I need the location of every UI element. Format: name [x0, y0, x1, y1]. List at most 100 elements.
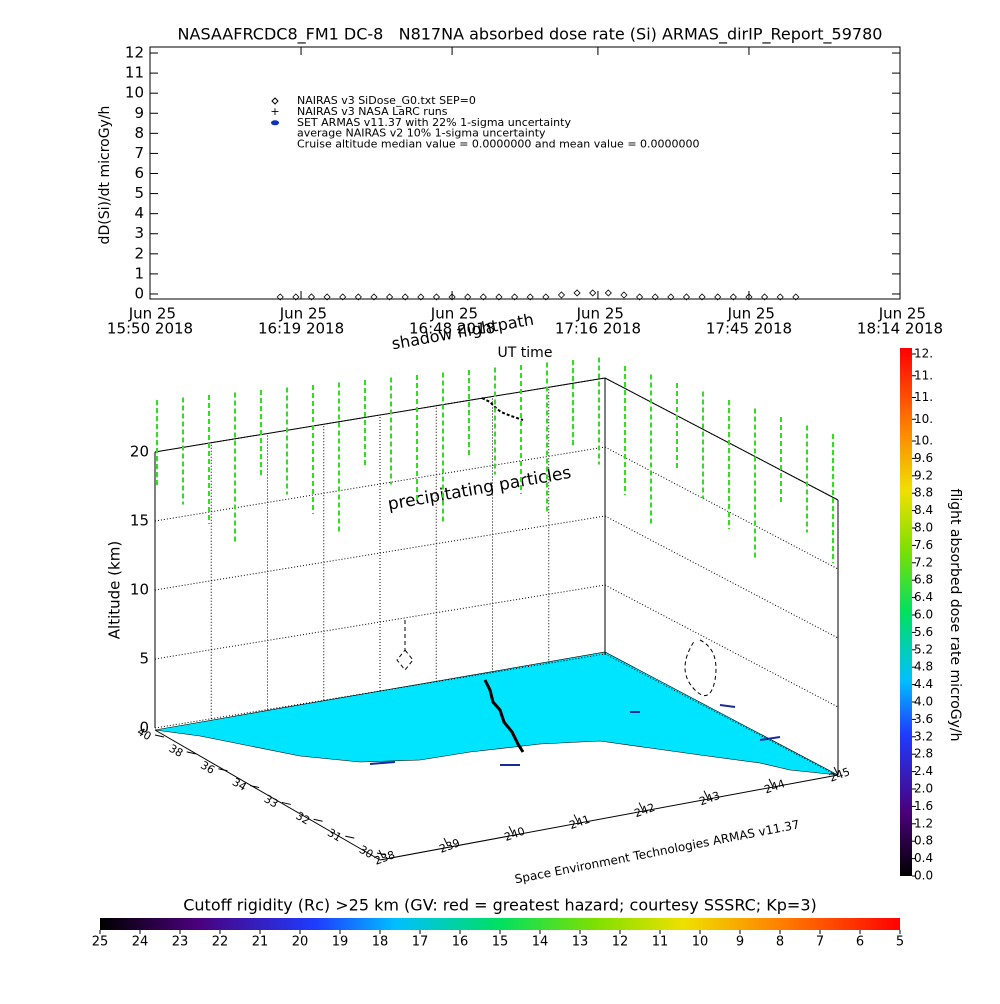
- colorbar-tick-label: 7.6: [914, 538, 933, 552]
- data-point: [292, 293, 300, 301]
- legend-label: SET ARMAS v11.37 with 22% 1-sigma uncert…: [297, 116, 571, 129]
- colorbar-tick-label: 12.: [914, 347, 933, 361]
- data-point: [761, 293, 769, 301]
- data-point: [448, 293, 456, 301]
- data-point: [714, 293, 722, 301]
- x-tick-label: Jun 25: [727, 305, 775, 323]
- x-tick-label: 18:14 2018: [857, 320, 943, 338]
- colorbar-tick-label: 24: [132, 935, 149, 950]
- data-point: [542, 293, 550, 301]
- colorbar-tick-label: 11: [652, 935, 669, 950]
- colorbar-tick-label: 6: [856, 935, 864, 950]
- colorbar-tick-label: 18: [372, 935, 389, 950]
- y-tick-label: 11: [125, 64, 144, 82]
- data-point: [323, 293, 331, 301]
- x-tick-label: 15:50 2018: [107, 320, 193, 338]
- data-point: [745, 293, 753, 301]
- legend-symbol: [271, 120, 279, 126]
- colorbar-tick-label: 3.6: [914, 712, 933, 726]
- colorbar-tick-label: 16: [452, 935, 469, 950]
- colorbar-tick-label: 9.6: [914, 451, 933, 465]
- y-tick-label: 6: [134, 164, 144, 182]
- colorbar-tick-label: 6.0: [914, 608, 933, 622]
- lat-tick: [154, 734, 165, 738]
- colorbar-tick-label: 14: [532, 935, 549, 950]
- data-point: [620, 291, 628, 299]
- data-point: [526, 293, 534, 301]
- colorbar-tick-label: 17: [412, 935, 429, 950]
- legend-label: Cruise altitude median value = 0.0000000…: [297, 137, 700, 150]
- colorbar-tick-label: 8: [776, 935, 784, 950]
- dashed-loop: [396, 620, 717, 697]
- legend-symbol: [271, 97, 279, 105]
- lon-tick-label: 240: [503, 825, 527, 844]
- data-point: [557, 291, 566, 299]
- lat-tick: [218, 768, 228, 772]
- z-tick-label: 0: [139, 719, 149, 737]
- chart-title: NASAAFRCDC8_FM1 DC-8 N817NA absorbed dos…: [178, 25, 883, 45]
- flight-track: [483, 679, 525, 753]
- lon-tick-label: 241: [568, 813, 592, 832]
- data-point: [307, 293, 316, 301]
- data-point: [386, 293, 394, 301]
- lat-tick-label: 34: [230, 776, 249, 794]
- x-tick-label: Jun 25: [878, 305, 926, 323]
- data-point: [417, 293, 425, 301]
- x-tick-label: 16:19 2018: [258, 320, 344, 338]
- y-tick-label: 7: [134, 144, 144, 162]
- lat-tick-label: 36: [198, 759, 217, 777]
- lon-tick-label: 238: [373, 848, 397, 867]
- y-tick-label: 2: [134, 244, 144, 262]
- colorbar: [100, 918, 900, 930]
- x-tick-label: 17:16 2018: [555, 320, 641, 338]
- data-point: [667, 293, 675, 301]
- y-tick-label: 3: [134, 224, 144, 242]
- lat-tick: [186, 751, 196, 755]
- lon-tick: [508, 826, 514, 835]
- colorbar-tick-label: 8.4: [914, 503, 933, 517]
- colorbar-tick-label: 10.: [914, 412, 933, 426]
- colorbar-tick-label: 2.0: [914, 782, 933, 796]
- lon-tick-label: 245: [828, 765, 852, 784]
- lon-tick: [638, 802, 644, 811]
- lat-tick-label: 30: [357, 843, 376, 861]
- y-tick-label: 0: [134, 284, 144, 302]
- y-axis-label: dD(Si)/dt microGy/h: [97, 106, 113, 245]
- colorbar-tick-label: 8.8: [914, 486, 933, 500]
- plot-frame: [149, 46, 901, 300]
- z-tick-label: 15: [130, 512, 149, 530]
- lat-tick: [281, 801, 291, 805]
- colorbar: [900, 348, 912, 876]
- lat-tick: [250, 785, 260, 789]
- data-point: [511, 293, 519, 301]
- data-point: [776, 293, 784, 301]
- colorbar-tick-label: 13: [572, 935, 589, 950]
- colorbar-tick-label: 6.8: [914, 573, 933, 587]
- y-tick-label: 5: [134, 184, 144, 202]
- data-point: [792, 293, 800, 301]
- data-point: [604, 289, 612, 297]
- lon-tick: [573, 814, 579, 823]
- colorbar-tick-label: 11.: [914, 390, 933, 404]
- lat-tick-label: 40: [135, 725, 154, 743]
- x-tick-label: 16:48 2018: [409, 320, 495, 338]
- data-point: [370, 293, 378, 301]
- z-axis-label: Altitude (km): [106, 541, 124, 639]
- colorbar-tick-label: 10: [692, 935, 709, 950]
- colorbar-tick-label: 5: [896, 935, 904, 950]
- colorbar-tick-label: 10.: [914, 434, 933, 448]
- lat-tick-label: 38: [167, 742, 186, 760]
- colorbar-tick-label: 7: [816, 935, 824, 950]
- lat-tick-label: 32: [293, 809, 312, 827]
- colorbar-tick-label: 1.6: [914, 799, 933, 813]
- data-point: [589, 289, 597, 297]
- lon-tick-label: 242: [633, 801, 657, 820]
- lat-tick-label: 31: [325, 826, 344, 844]
- colorbar-tick-label: 12: [612, 935, 629, 950]
- colorbar-tick-label: 4.0: [914, 695, 933, 709]
- lon-tick: [833, 766, 839, 776]
- lon-tick: [768, 778, 774, 788]
- colorbar-tick-label: 22: [212, 935, 229, 950]
- colorbar-tick-label: 6.4: [914, 590, 933, 604]
